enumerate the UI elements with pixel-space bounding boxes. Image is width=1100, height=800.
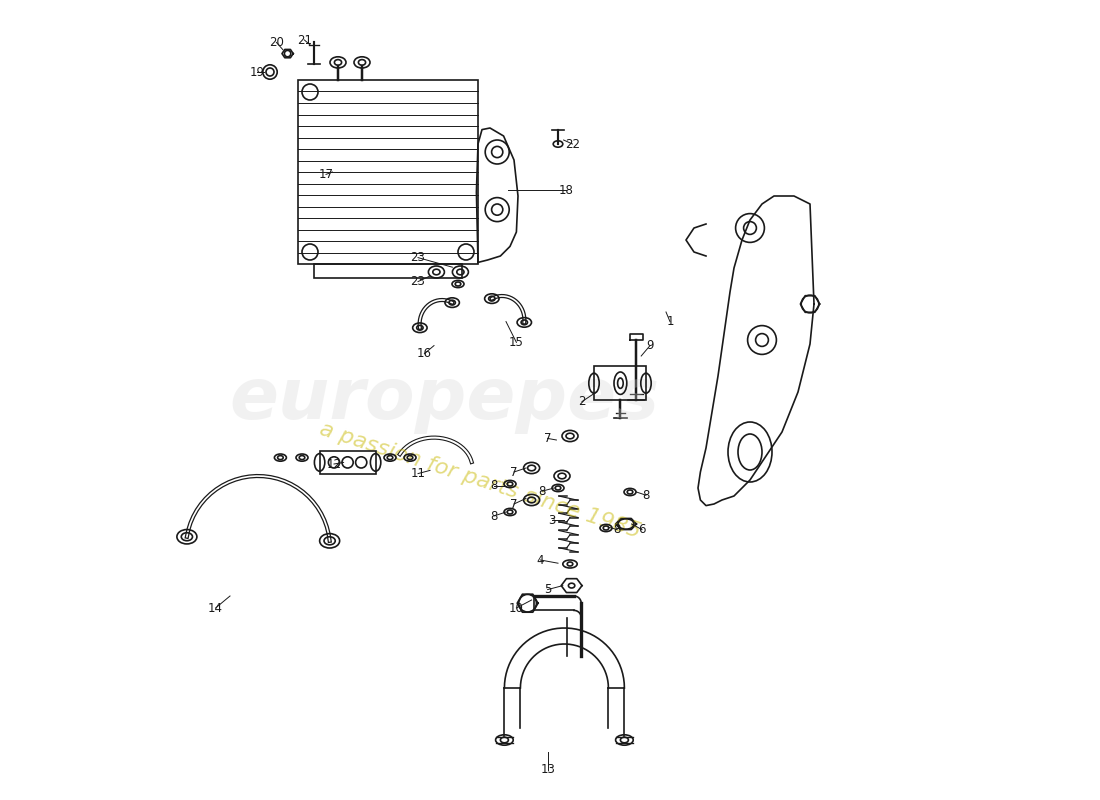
Text: 7: 7 xyxy=(510,498,518,510)
Text: 8: 8 xyxy=(491,479,497,492)
Bar xyxy=(314,264,462,278)
Text: 7: 7 xyxy=(510,466,518,478)
Text: europepes: europepes xyxy=(229,366,660,434)
Bar xyxy=(298,80,478,264)
Text: 18: 18 xyxy=(559,184,573,197)
Text: 19: 19 xyxy=(250,66,265,78)
Text: 1: 1 xyxy=(667,315,673,328)
Text: 14: 14 xyxy=(208,602,223,614)
Text: 7: 7 xyxy=(543,432,551,445)
Text: 15: 15 xyxy=(509,336,524,349)
Text: 11: 11 xyxy=(410,467,426,480)
Text: 22: 22 xyxy=(565,138,580,150)
Text: 8: 8 xyxy=(614,523,620,536)
Text: a passion for parts since 1985: a passion for parts since 1985 xyxy=(317,418,642,542)
Text: 17: 17 xyxy=(319,168,333,181)
Text: 10: 10 xyxy=(509,602,524,614)
Text: 8: 8 xyxy=(538,485,546,498)
Text: 21: 21 xyxy=(297,34,312,46)
Text: 4: 4 xyxy=(537,554,544,566)
Text: 12: 12 xyxy=(327,458,341,470)
Text: 6: 6 xyxy=(638,523,646,536)
Text: 5: 5 xyxy=(543,583,551,596)
Text: 3: 3 xyxy=(548,514,556,526)
Bar xyxy=(320,451,375,474)
Text: 2: 2 xyxy=(579,395,585,408)
Text: 13: 13 xyxy=(541,763,556,776)
Text: 20: 20 xyxy=(270,36,284,49)
Text: 8: 8 xyxy=(642,489,650,502)
Text: 16: 16 xyxy=(417,347,432,360)
Text: 23: 23 xyxy=(410,275,426,288)
Text: 9: 9 xyxy=(647,339,653,352)
Bar xyxy=(594,366,646,400)
Text: 8: 8 xyxy=(491,510,497,522)
Text: 23: 23 xyxy=(410,251,426,264)
